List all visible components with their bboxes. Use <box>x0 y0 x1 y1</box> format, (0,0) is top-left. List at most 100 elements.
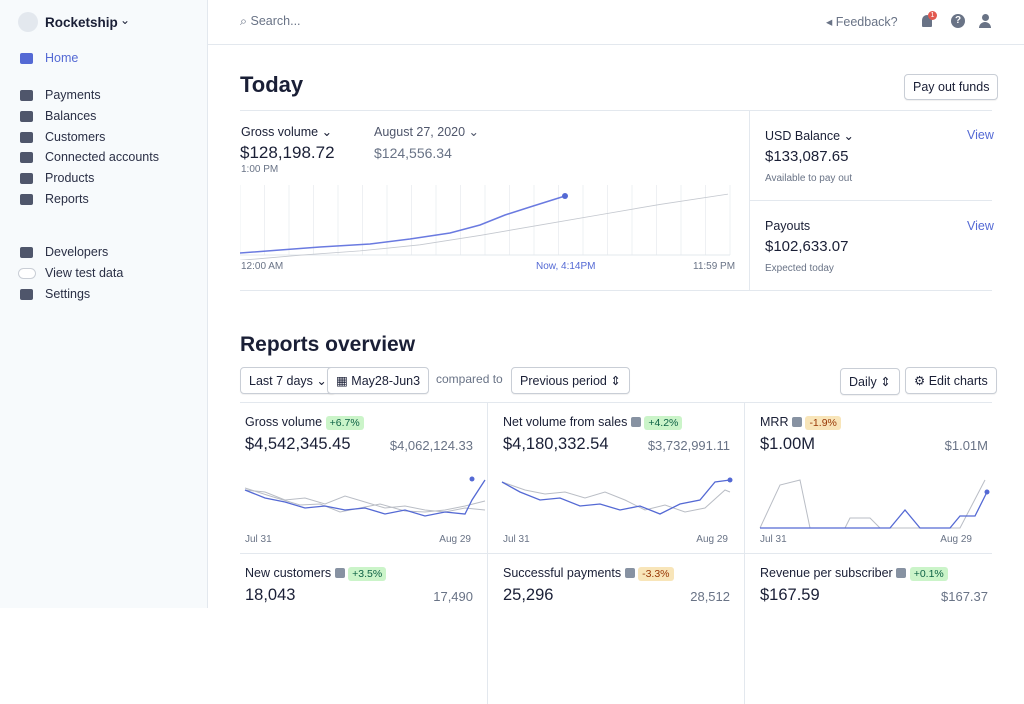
brand-icon <box>18 12 38 32</box>
today-chart <box>240 185 731 260</box>
nav-item[interactable]: Connected accounts <box>45 150 159 165</box>
spark-compare <box>244 487 486 513</box>
card-value: $1.00M <box>760 435 816 453</box>
nav-icon <box>20 247 33 258</box>
nav-item[interactable]: View test data <box>45 265 124 280</box>
reports-title: Reports overview <box>240 333 416 356</box>
card-axis-end: Aug 29 <box>439 534 471 545</box>
spark-line <box>760 491 988 529</box>
card-compare: $1.01M <box>944 438 988 453</box>
card-compare: $3,732,991.11 <box>647 438 730 453</box>
search[interactable]: ⌕ Search... <box>240 14 301 28</box>
card-axis-start: Jul 31 <box>760 534 787 545</box>
card-axis-start: Jul 31 <box>245 534 272 545</box>
range-select[interactable]: Last 7 days ⌄ <box>240 367 336 394</box>
spark-dot <box>727 477 733 483</box>
balance-value: $133,087.65 <box>765 148 849 165</box>
compared-text: compared to <box>436 372 503 386</box>
spark-dot <box>984 489 990 495</box>
period-select[interactable]: Previous period ⇕ <box>511 367 630 394</box>
compare-line <box>240 193 729 260</box>
gross-label[interactable]: Gross volume ⌄ <box>241 125 333 139</box>
balance-label-text: USD Balance <box>765 129 841 143</box>
card-name: Successful payments <box>503 566 622 580</box>
divider <box>749 200 992 201</box>
payouts-note: Expected today <box>765 263 834 274</box>
nav-icon <box>20 110 33 122</box>
report-card[interactable]: Net volume from sales +4.2% $4,180,332.54… <box>487 402 744 553</box>
feedback[interactable]: ◂ Feedback? <box>826 15 898 29</box>
nav-item[interactable]: Reports <box>45 192 89 206</box>
now-dot <box>562 193 568 199</box>
report-card[interactable]: Gross volume +6.7% $4,542,345.45 $4,062,12… <box>240 402 487 553</box>
bell[interactable] <box>922 15 932 27</box>
interval-select[interactable]: Daily ⇕ <box>840 368 900 395</box>
date-select[interactable]: ▦ May28-Jun3 <box>327 367 430 394</box>
nav-item[interactable]: Customers <box>45 129 106 144</box>
gross-time: 1:00 PM <box>241 164 279 175</box>
card-title: MRR -1.9% <box>760 415 841 430</box>
card-value: 25,296 <box>503 586 554 604</box>
report-card[interactable]: MRR -1.9% $1.00M $1.01M Jul 31 Aug 29 <box>744 402 992 553</box>
nav-item[interactable]: Developers <box>45 245 109 259</box>
sidebar: Rocketship ⌄ Home Payments Balances Custome… <box>0 0 208 608</box>
card-title: Gross volume +6.7% <box>245 415 364 430</box>
card-change: +4.2% <box>644 416 683 430</box>
compare-label[interactable]: August 27, 2020 ⌄ <box>374 125 479 139</box>
payouts-label: Payouts <box>765 219 811 233</box>
balance-note: Available to pay out <box>765 173 853 184</box>
card-name: Net volume from sales <box>503 415 628 429</box>
gross-line <box>240 195 566 254</box>
card-name: New customers <box>245 566 332 580</box>
nav-item[interactable]: Products <box>45 171 95 186</box>
edit-text: Edit charts <box>928 374 988 388</box>
card-name: MRR <box>760 415 789 429</box>
card-name: Gross volume <box>245 415 323 429</box>
nav-icon <box>20 152 33 164</box>
axis-label: 11:59 PM <box>693 261 736 272</box>
compare-label-text: August 27, 2020 <box>374 125 466 139</box>
payouts-link[interactable]: View <box>967 219 994 233</box>
nav-icon <box>20 173 33 185</box>
report-card[interactable]: New customers +3.5% 18,043 17,490 <box>240 553 487 704</box>
sparklines <box>244 476 990 529</box>
balance-link[interactable]: View <box>967 128 994 142</box>
card-compare: $4,062,124.33 <box>389 438 473 453</box>
axis-label: 12:00 AM <box>241 261 284 272</box>
period-text: Previous period <box>520 374 607 388</box>
card-title: Successful payments -3.3% <box>503 566 674 581</box>
brand-caret: ⌄ <box>120 13 131 27</box>
help[interactable]: ? <box>951 14 965 28</box>
nav-item[interactable]: Payments <box>45 88 101 102</box>
nav-item[interactable]: Home <box>45 51 79 65</box>
report-card[interactable]: Successful payments -3.3% 25,296 28,512 <box>487 553 744 704</box>
nav-icon <box>20 288 33 300</box>
card-change: +6.7% <box>325 416 364 430</box>
card-value: $4,542,345.45 <box>245 435 351 453</box>
card-change: -1.9% <box>805 416 841 430</box>
spark-line <box>244 479 486 517</box>
nav-item[interactable]: Settings <box>45 286 91 301</box>
gross-value: $128,198.72 <box>240 143 335 162</box>
edit-button[interactable]: ⚙ Edit charts <box>905 367 997 394</box>
card-change: +3.5% <box>348 567 387 581</box>
badge: 1 <box>928 11 937 20</box>
card-title: Revenue per subscriber +0.1% <box>760 566 948 581</box>
card-axis-end: Aug 29 <box>696 534 728 545</box>
axis-label: Now, 4:14PM <box>536 261 596 272</box>
user[interactable] <box>979 14 991 28</box>
spark-compare <box>759 479 986 529</box>
payout-button[interactable]: Pay out funds <box>904 74 999 100</box>
interval-text: Daily <box>849 375 877 389</box>
brand[interactable]: Rocketship <box>45 15 118 30</box>
report-card[interactable]: Revenue per subscriber +0.1% $167.59 $167.… <box>744 553 992 704</box>
card-value: $4,180,332.54 <box>503 435 609 453</box>
range-text: Last 7 days <box>249 374 313 388</box>
nav-item[interactable]: Balances <box>45 108 97 123</box>
balance-label[interactable]: USD Balance ⌄ <box>765 129 854 143</box>
card-change: -3.3% <box>638 567 674 581</box>
card-compare: 17,490 <box>433 589 473 604</box>
nav-icon <box>20 90 33 101</box>
gross-label-text: Gross volume <box>241 125 319 139</box>
